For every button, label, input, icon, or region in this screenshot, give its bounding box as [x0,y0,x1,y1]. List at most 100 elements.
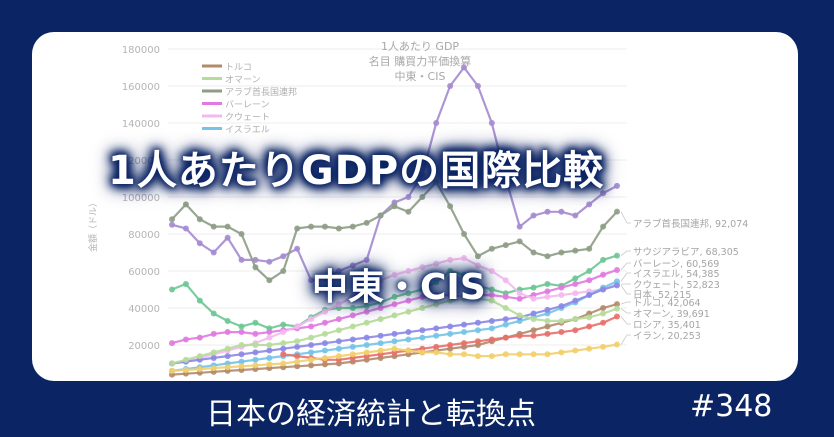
data-point [530,332,537,339]
region-subtitle: 中東・CIS [312,267,486,308]
data-point [335,268,342,274]
data-point [252,319,259,326]
data-point [502,175,509,182]
data-point [447,292,454,299]
data-point [377,340,384,347]
data-point [572,290,579,297]
end-label: トルコ, 42,064 [633,298,701,309]
y-tick-label: 100000 [122,193,160,204]
legend-label: トルコ [225,63,252,73]
end-label: イスラエル, 54,385 [633,269,720,280]
data-point [419,286,426,293]
data-point [474,282,481,289]
data-point [419,293,426,300]
data-point [405,208,412,215]
data-point [530,327,537,334]
data-point [210,310,217,317]
data-point [238,363,245,370]
data-point [308,316,315,323]
data-point [614,208,620,215]
legend-label: バーレーン [225,100,270,111]
data-point [488,325,495,332]
label-leader [620,301,631,305]
data-point [363,342,370,348]
data-point [419,305,426,311]
data-point [502,316,509,323]
data-point [600,310,607,317]
data-point [308,223,315,230]
data-point [488,317,495,324]
data-point [335,225,342,232]
data-point [321,330,328,337]
data-point [558,349,565,356]
data-point [252,264,259,271]
data-point [363,349,370,356]
data-point [294,358,301,365]
data-point [280,360,287,367]
data-point [572,327,579,334]
data-point [530,284,537,291]
data-point [461,351,468,358]
data-point [280,321,287,328]
data-point [614,305,620,312]
data-point [447,351,454,358]
data-point [433,343,440,350]
data-point [433,260,440,267]
data-point [238,342,245,348]
data-point [224,317,231,324]
data-point [614,282,620,289]
data-point [586,292,593,299]
data-point [308,342,315,348]
data-point [321,340,328,347]
end-label: オマーン, 39,691 [633,309,710,320]
y-tick-label: 20000 [128,341,160,352]
data-point [308,362,315,369]
data-point [433,349,440,356]
data-point [461,329,468,336]
data-point [280,268,287,274]
y-tick-label: 60000 [128,267,160,278]
data-point [280,351,287,358]
data-point [405,194,412,200]
data-point [572,280,579,287]
data-point [238,329,245,336]
data-point [433,179,440,186]
data-point [433,325,440,332]
label-leader [620,308,631,314]
data-point [294,363,301,370]
data-point [349,351,356,358]
data-point [224,234,231,241]
data-point [182,201,189,208]
data-point [182,280,189,287]
data-point [544,288,551,295]
y-tick-label: 160000 [122,82,160,93]
data-point [474,262,481,269]
data-point [516,295,523,302]
data-point [349,312,356,319]
data-point [614,266,620,273]
label-leader [620,334,631,345]
data-point [544,253,551,260]
data-point [614,341,620,348]
end-label: バーレーン, 60,569 [633,259,719,270]
data-point [544,351,551,358]
data-point [474,327,481,334]
data-point [419,194,426,200]
data-point [252,330,259,337]
data-point [586,345,593,352]
data-point [335,316,342,323]
data-point [196,366,203,373]
data-point [600,343,607,350]
data-point [502,242,509,249]
data-point [488,336,495,343]
data-point [266,361,273,368]
data-point [586,323,593,330]
data-point [182,336,189,343]
data-point [488,297,495,304]
data-point [363,319,370,326]
data-point [447,330,454,337]
data-point [321,223,328,230]
data-point [405,290,412,297]
data-point [544,280,551,287]
y-tick-label: 180000 [122,45,160,56]
